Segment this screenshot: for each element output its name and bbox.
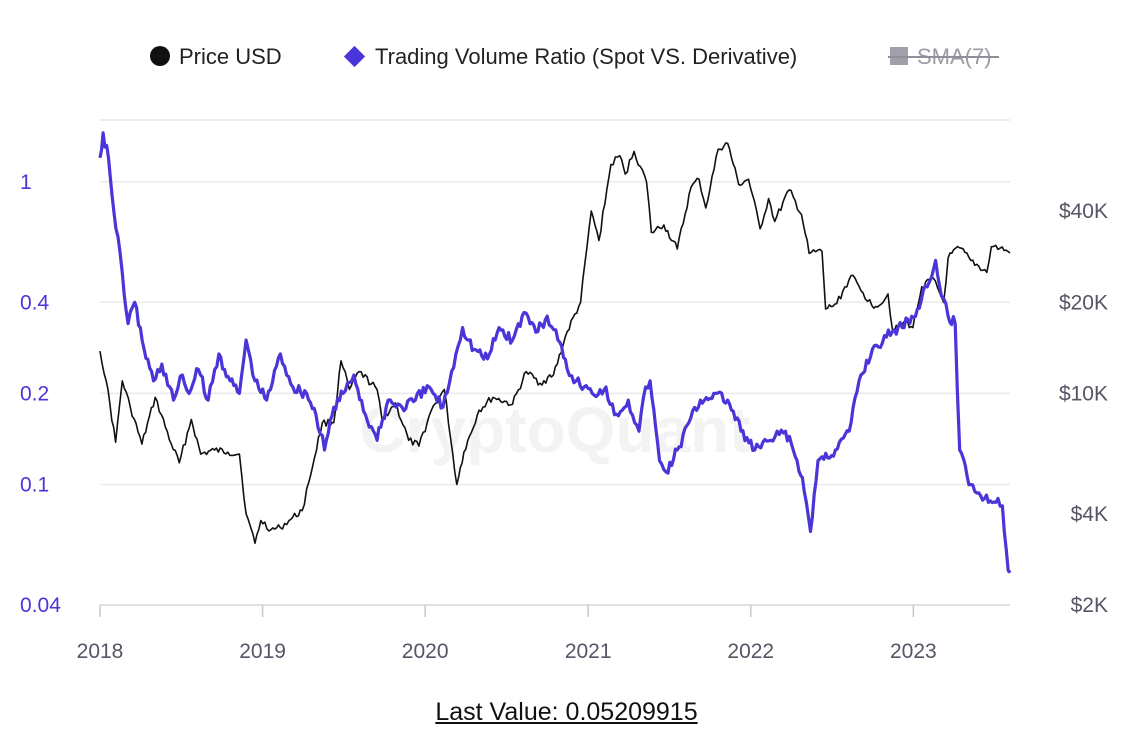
- x-tick-label: 2019: [239, 640, 286, 663]
- x-tick-label: 2023: [890, 640, 937, 663]
- x-tick-label: 2020: [402, 640, 449, 663]
- legend-item-price[interactable]: Price USD: [150, 44, 282, 69]
- left-tick-label: 1: [20, 171, 32, 194]
- legend-label-ratio: Trading Volume Ratio (Spot VS. Derivativ…: [375, 44, 797, 69]
- right-tick-label: $20K: [1059, 291, 1108, 314]
- watermark: CryptoQuant: [359, 394, 750, 466]
- legend-label-price: Price USD: [179, 44, 282, 69]
- x-axis: 2018 2019 2020 2021 2022 2023: [77, 604, 1010, 663]
- legend-item-sma[interactable]: SMA(7): [888, 44, 999, 69]
- x-tick-label: 2018: [77, 640, 124, 663]
- legend[interactable]: Price USD Trading Volume Ratio (Spot VS.…: [150, 44, 999, 69]
- legend-item-ratio[interactable]: Trading Volume Ratio (Spot VS. Derivativ…: [343, 44, 797, 69]
- left-tick-label: 0.1: [20, 474, 49, 497]
- circle-icon: [150, 46, 170, 66]
- gridlines: [100, 119, 1010, 606]
- right-axis: $2K $4K $10K $20K $40K: [1059, 200, 1108, 617]
- x-tick-label: 2021: [565, 640, 612, 663]
- left-tick-label: 0.2: [20, 382, 49, 405]
- right-tick-label: $10K: [1059, 382, 1108, 405]
- left-axis: 0.04 0.1 0.2 0.4 1: [20, 171, 61, 617]
- diamond-icon: [343, 45, 366, 68]
- price-usd-line: [99, 142, 1011, 544]
- x-tick-label: 2022: [727, 640, 774, 663]
- trading-volume-ratio-line: [98, 131, 1012, 574]
- left-tick-label: 0.4: [20, 291, 50, 314]
- last-value-label[interactable]: Last Value: 0.05209915: [435, 698, 698, 726]
- right-tick-label: $4K: [1071, 503, 1108, 526]
- left-tick-label: 0.04: [20, 594, 61, 617]
- right-tick-label: $2K: [1071, 594, 1108, 617]
- right-tick-label: $40K: [1059, 200, 1108, 223]
